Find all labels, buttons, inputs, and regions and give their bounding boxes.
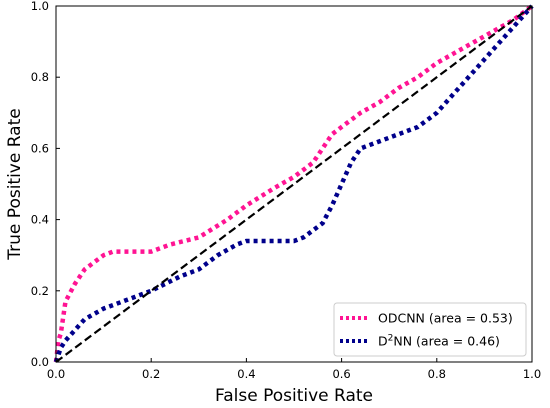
x-tick-label: 0.6 xyxy=(332,367,350,381)
legend-label-d2nn: D2NN (area = 0.46) xyxy=(378,334,500,349)
x-tick-label: 0.2 xyxy=(142,367,160,381)
y-axis-ticks: 0.0 0.2 0.4 0.6 0.8 1.0 xyxy=(31,0,60,369)
x-axis-ticks: 0.0 0.2 0.4 0.6 0.8 1.0 xyxy=(47,358,541,381)
y-tick-label: 1.0 xyxy=(31,0,49,13)
d2nn-curve xyxy=(53,4,534,363)
legend-box xyxy=(333,302,527,357)
x-tick-label: 1.0 xyxy=(523,367,541,381)
plot-frame xyxy=(55,5,533,363)
legend-label-d2nn-rest: NN (area = 0.46) xyxy=(393,334,500,349)
legend: ODCNN (area = 0.53) D2NN (area = 0.46) xyxy=(333,302,527,357)
x-tick-label: 0.0 xyxy=(47,367,65,381)
y-tick-label: 0.4 xyxy=(31,213,49,227)
y-tick-label: 0.8 xyxy=(31,70,49,84)
legend-label-d2nn-main: D xyxy=(378,334,388,349)
legend-label-odcnn: ODCNN (area = 0.53) xyxy=(378,311,513,326)
x-tick-label: 0.4 xyxy=(237,367,255,381)
x-tick-label: 0.8 xyxy=(428,367,446,381)
y-tick-label: 0.6 xyxy=(31,141,49,155)
chart-curves xyxy=(53,4,534,363)
y-tick-label: 0.2 xyxy=(31,284,49,298)
y-axis-title: True Positive Rate xyxy=(5,108,25,260)
x-axis-title: False Positive Rate xyxy=(215,386,373,406)
y-tick-label: 0.0 xyxy=(31,355,49,369)
legend-label-odcnn-text: ODCNN (area = 0.53) xyxy=(378,311,513,326)
chance-diagonal-line xyxy=(55,5,533,363)
legend-label-d2nn-sup: 2 xyxy=(388,334,394,344)
odcnn-curve xyxy=(53,4,534,363)
